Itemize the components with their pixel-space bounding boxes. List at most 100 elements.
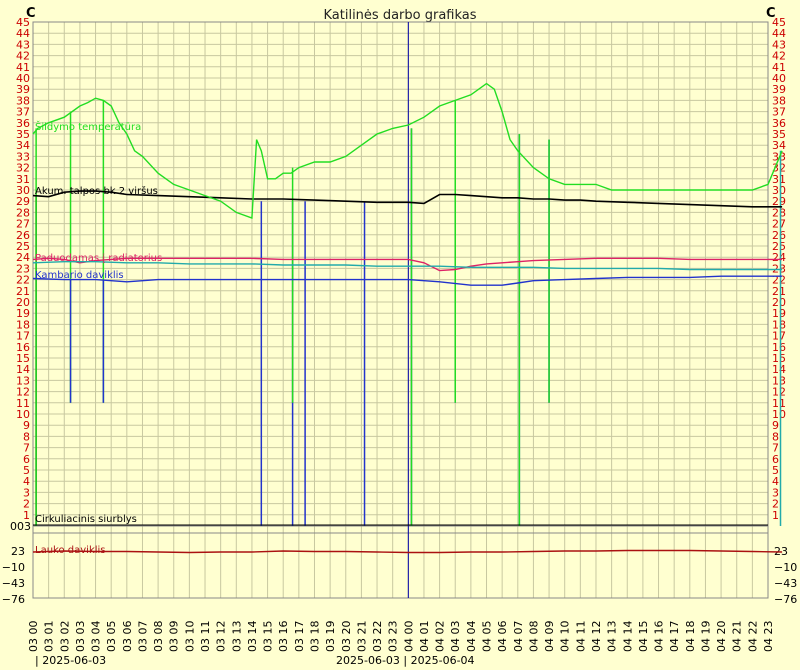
y-tick-lower-right: −76 (774, 593, 797, 606)
y-tick-left: 20 (16, 296, 30, 309)
y-tick-right: 10 (772, 408, 786, 421)
x-tick-label: 04 12 (590, 621, 603, 653)
y-tick-left: 6 (23, 453, 30, 466)
y-tick-right: 36 (772, 117, 786, 130)
x-tick-label: 03 08 (152, 621, 165, 653)
y-tick-left: 10 (16, 408, 30, 421)
x-tick-label: 03 19 (324, 621, 337, 653)
x-tick-label: 04 17 (668, 621, 681, 653)
x-tick-label: 04 20 (715, 621, 728, 653)
x-tick-label: 03 00 (27, 621, 40, 653)
x-tick-label: 04 00 (402, 621, 415, 653)
y-tick-lower-right: −43 (774, 577, 797, 590)
x-tick-label: 03 21 (355, 621, 368, 653)
x-tick-label: 03 06 (121, 621, 134, 653)
y-tick-left: 34 (16, 139, 30, 152)
y-tick-left: 40 (16, 72, 30, 85)
y-tick-left: 21 (16, 285, 30, 298)
y-tick-left: 12 (16, 386, 30, 399)
x-tick-label: 04 21 (731, 621, 744, 653)
y-tick-left: 19 (16, 307, 30, 320)
date-labels: | 2025-06-03 2025-06-03 | 2025-06-04 (35, 654, 475, 667)
y-tick-left: 3 (23, 486, 30, 499)
y-tick-left: 11 (16, 397, 30, 410)
y-tick-right: 39 (772, 83, 786, 96)
y-tick-left: 28 (16, 206, 30, 219)
x-tick-label: 04 13 (606, 621, 619, 653)
x-tick-label: 04 23 (762, 621, 775, 653)
x-tick-label: 03 11 (199, 621, 212, 653)
x-tick-label: 03 15 (262, 621, 275, 653)
y-tick-right: 5 (772, 464, 779, 477)
x-tick-label: 04 16 (653, 621, 666, 653)
y-tick-right: 12 (772, 386, 786, 399)
x-tick-label: 03 13 (230, 621, 243, 653)
y-tick-left: 31 (16, 173, 30, 186)
x-tick-label: 04 09 (543, 621, 556, 653)
y-tick-left: 32 (16, 162, 30, 175)
y-tick-left: 36 (16, 117, 30, 130)
y-tick-right: 14 (772, 363, 786, 376)
y-tick-right: 24 (772, 251, 786, 264)
y-tick-left: 45 (16, 16, 30, 29)
y-tick-left: 22 (16, 274, 30, 287)
x-axis-ticks: 03 00 03 01 03 02 03 03 03 04 03 05 03 06 03 07… (27, 621, 775, 653)
x-tick-label: 03 12 (215, 621, 228, 653)
x-tick-label: 04 10 (559, 621, 572, 653)
y-tick-right: 8 (772, 430, 779, 443)
x-tick-label: 04 06 (496, 621, 509, 653)
x-tick-label: 03 10 (183, 621, 196, 653)
y-tick-left: 37 (16, 106, 30, 119)
y-tick-left: 33 (16, 150, 30, 163)
plot-frame (32, 21, 769, 599)
x-tick-label: 03 17 (293, 621, 306, 653)
y-tick-right: 41 (772, 61, 786, 74)
x-tick-label: 04 02 (434, 621, 447, 653)
x-tick-label: 04 22 (746, 621, 759, 653)
y-tick-left: 17 (16, 330, 30, 343)
y-tick-right: 17 (772, 330, 786, 343)
x-tick-label: 03 14 (246, 621, 259, 653)
series-line (32, 82, 783, 219)
y-tick-right: 15 (772, 352, 786, 365)
y-tick-left: 15 (16, 352, 30, 365)
x-tick-label: 03 01 (43, 621, 56, 653)
date-label-start: | 2025-06-03 (35, 654, 106, 667)
chart-title: Katilinės darbo grafikas (323, 8, 476, 23)
series-lines (32, 82, 783, 526)
y-tick-left: 30 (16, 184, 30, 197)
y-tick-left: 25 (16, 240, 30, 253)
y-tick-right: 43 (772, 38, 786, 51)
x-tick-label: 04 01 (418, 621, 431, 653)
y-tick-left: 24 (16, 251, 30, 264)
y-tick-left: 39 (16, 83, 30, 96)
y-tick-right: 6 (772, 453, 779, 466)
y-tick-right: 3 (772, 486, 779, 499)
y-tick-left: 26 (16, 229, 30, 242)
y-tick-left: 1 (23, 509, 30, 522)
series-label: Kambario daviklis (35, 270, 124, 281)
series-label: Paduodamas į radiatorius (35, 253, 162, 264)
x-tick-label: 04 18 (684, 621, 697, 653)
x-tick-label: 03 18 (308, 621, 321, 653)
y-tick-right: 4 (772, 475, 779, 488)
x-tick-label: 03 02 (58, 621, 71, 653)
y-tick-right: 40 (772, 72, 786, 85)
y-tick-left: 9 (23, 419, 30, 432)
y-tick-lower-left: −10 (2, 561, 25, 574)
outdoor-line (32, 549, 783, 554)
outdoor-label: Lauko daviklis (35, 545, 106, 556)
series-label: Akum. talpos bk 2 viršus (35, 185, 158, 197)
x-tick-label: 04 05 (481, 621, 494, 653)
y-tick-left: 2 (23, 498, 30, 511)
x-tick-label: 04 03 (449, 621, 462, 653)
series-labels: Akum. talpos bk 2 viršus Šildymo temperat… (35, 120, 162, 556)
y-tick-right: 1 (772, 509, 779, 522)
x-tick-label: 03 22 (371, 621, 384, 653)
x-tick-label: 03 09 (168, 621, 181, 653)
y-tick-lower-left: −43 (2, 577, 25, 590)
y-tick-right: 27 (772, 218, 786, 231)
y-tick-left: 8 (23, 430, 30, 443)
y-tick-lower-right: −10 (774, 561, 797, 574)
